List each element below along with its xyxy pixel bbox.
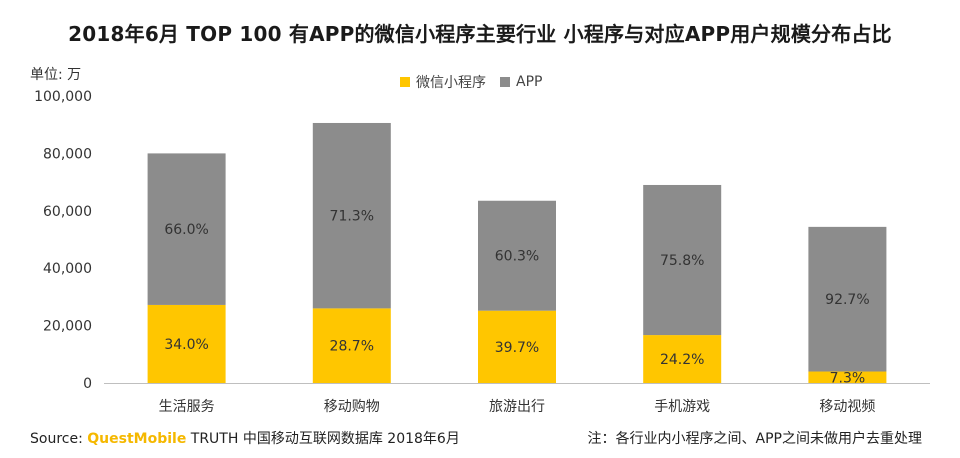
chart-title: 2018年6月 TOP 100 有APP的微信小程序主要行业 小程序与对应APP… (68, 22, 892, 46)
x-tick-label: 移动视频 (819, 399, 875, 415)
x-tick-label: 旅游出行 (489, 399, 545, 415)
bar-segment-app (312, 122, 391, 309)
bar-data-label: 24.2% (660, 352, 704, 368)
y-tick-label: 40,000 (43, 261, 92, 277)
x-tick-label: 手机游戏 (654, 399, 710, 415)
legend-label-miniprogram: 微信小程序 (416, 75, 486, 91)
brand-name: QuestMobile (87, 431, 187, 447)
bar-segment-miniprogram (808, 371, 887, 383)
unit-label: 单位: 万 (30, 67, 82, 83)
legend: 微信小程序 APP (400, 72, 556, 92)
y-tick-label: 20,000 (43, 319, 92, 335)
bar-data-label: 71.3% (330, 209, 374, 225)
legend-item-miniprogram: 微信小程序 (400, 72, 486, 92)
y-tick-label: 0 (83, 376, 92, 392)
bar-segment-miniprogram (147, 304, 226, 383)
bar-data-label: 7.3% (830, 370, 866, 386)
legend-swatch-miniprogram (400, 77, 410, 87)
source-footer: Source: QuestMobile TRUTH 中国移动互联网数据库 201… (30, 428, 460, 448)
bar-data-label: 39.7% (495, 340, 539, 356)
bar-segment-miniprogram (643, 335, 722, 383)
bar-segment-app (147, 153, 226, 305)
bar-data-label: 34.0% (164, 337, 208, 353)
bar-segment-app (478, 200, 556, 311)
legend-item-app: APP (500, 74, 542, 90)
bar-data-label: 75.8% (660, 253, 704, 269)
bar-data-label: 28.7% (330, 339, 374, 355)
bar-segment-app (643, 184, 722, 336)
x-tick-label: 生活服务 (159, 399, 215, 415)
bar-data-label: 66.0% (164, 222, 208, 238)
source-text: TRUTH 中国移动互联网数据库 2018年6月 (186, 431, 460, 447)
y-tick-label: 80,000 (43, 146, 92, 162)
bar-segment-miniprogram (312, 308, 391, 383)
legend-swatch-app (500, 77, 510, 87)
y-tick-label: 100,000 (34, 89, 92, 105)
source-prefix: Source: (30, 431, 88, 447)
bar-segment-miniprogram (478, 310, 556, 383)
legend-label-app: APP (516, 74, 543, 90)
footnote: 注：各行业内小程序之间、APP之间未做用户去重处理 (587, 431, 922, 447)
y-tick-label: 60,000 (43, 204, 92, 220)
x-tick-label: 移动购物 (324, 399, 380, 415)
bar-data-label: 92.7% (825, 292, 869, 308)
bar-data-label: 60.3% (495, 249, 539, 265)
bar-segment-app (808, 226, 887, 372)
